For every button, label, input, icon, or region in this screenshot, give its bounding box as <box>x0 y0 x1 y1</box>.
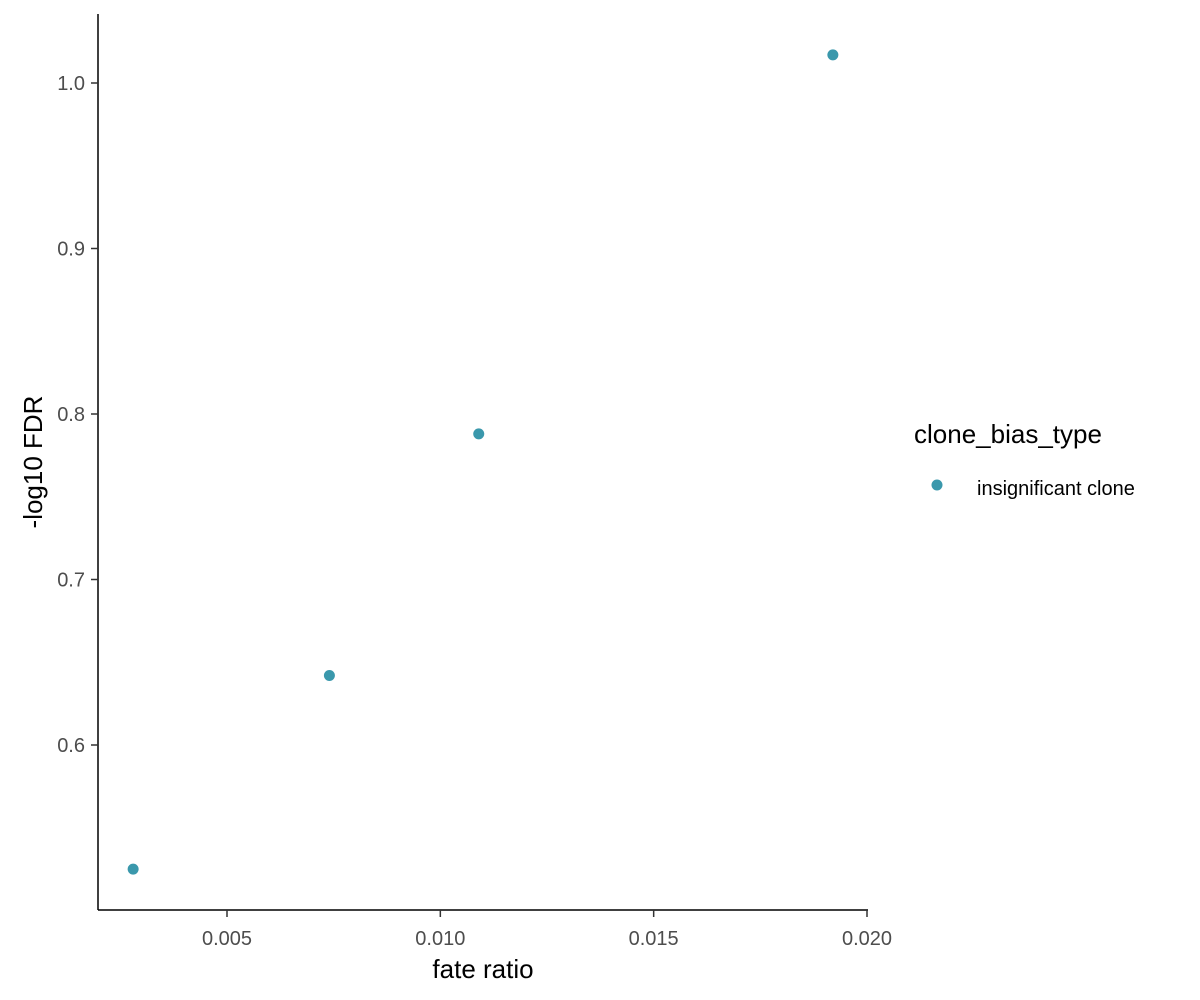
legend: clone_bias_type insignificant clone <box>914 419 1135 500</box>
y-tick-label: 0.7 <box>57 570 85 592</box>
x-tick-label: 0.015 <box>629 928 679 950</box>
y-tick-label: 0.9 <box>57 239 85 261</box>
data-point <box>473 428 485 440</box>
data-point <box>827 49 839 61</box>
x-tick-label: 0.020 <box>842 928 892 950</box>
x-tick-label: 0.010 <box>415 928 465 950</box>
y-axis: 0.6 0.7 0.8 0.9 1.0 <box>57 14 99 910</box>
x-tick-label: 0.005 <box>202 928 252 950</box>
legend-entries: insignificant clone <box>931 478 1135 500</box>
y-tick-label: 1.0 <box>57 73 85 95</box>
data-point <box>127 863 139 875</box>
legend-key <box>931 479 943 491</box>
x-axis-title: fate ratio <box>432 954 533 984</box>
y-axis-title: -log10 FDR <box>18 396 48 529</box>
y-tick-label: 0.8 <box>57 404 85 426</box>
legend-title: clone_bias_type <box>914 419 1102 449</box>
y-tick-label: 0.6 <box>57 735 85 757</box>
data-points <box>127 49 839 875</box>
data-point <box>323 669 335 681</box>
legend-label: insignificant clone <box>977 478 1135 500</box>
x-axis: 0.005 0.010 0.015 0.020 <box>98 909 892 950</box>
